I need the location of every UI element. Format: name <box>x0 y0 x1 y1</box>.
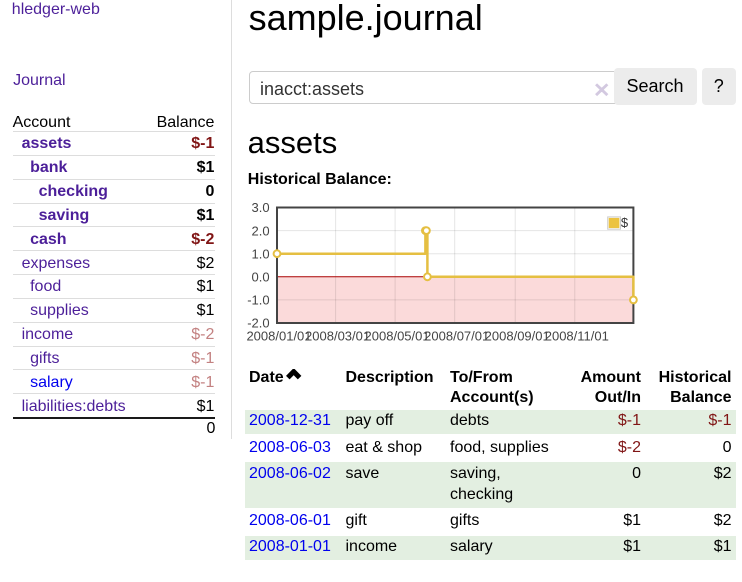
svg-text:-1.0: -1.0 <box>247 293 269 308</box>
svg-text:2008/09/01: 2008/09/01 <box>485 328 550 343</box>
svg-text:2.0: 2.0 <box>252 223 270 238</box>
svg-text:-2.0: -2.0 <box>247 316 269 331</box>
svg-text:2008/01/01: 2008/01/01 <box>246 328 311 343</box>
svg-text:0.0: 0.0 <box>252 270 270 285</box>
svg-text:1.0: 1.0 <box>252 246 270 261</box>
svg-text:2008/05/01: 2008/05/01 <box>365 328 430 343</box>
svg-text:2008/07/01: 2008/07/01 <box>424 328 489 343</box>
svg-text:2008/03/01: 2008/03/01 <box>305 328 370 343</box>
svg-text:$: $ <box>621 215 629 230</box>
svg-text:3.0: 3.0 <box>252 200 270 215</box>
svg-text:2008/11/01: 2008/11/01 <box>545 328 609 343</box>
